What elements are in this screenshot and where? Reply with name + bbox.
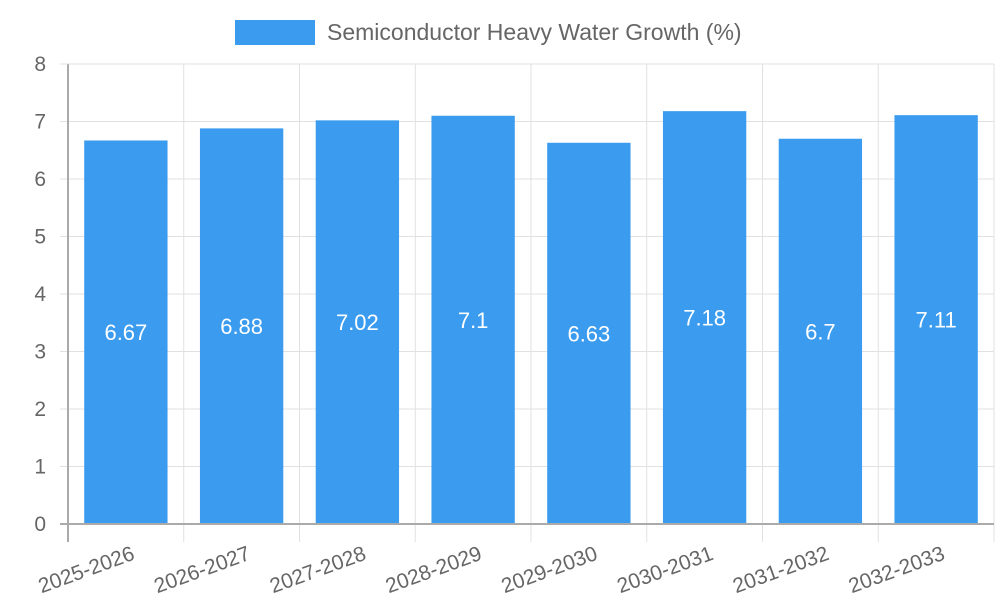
- bar: [199, 128, 284, 524]
- y-tick-label: 0: [34, 513, 46, 536]
- y-tick-label: 8: [34, 53, 46, 76]
- data-label: 7.18: [683, 306, 726, 331]
- y-tick-label: 5: [34, 226, 46, 249]
- bar: [662, 111, 747, 525]
- y-tick-label: 3: [34, 341, 46, 364]
- data-label: 6.88: [220, 314, 263, 339]
- x-tick-label: 2027-2028: [267, 542, 369, 598]
- y-tick-label: 1: [34, 456, 46, 479]
- bar: [547, 142, 631, 524]
- x-tick-label: 2026-2027: [151, 542, 253, 598]
- legend-label: Semiconductor Heavy Water Growth (%): [327, 18, 742, 45]
- bar: [431, 115, 515, 524]
- data-label: 7.11: [916, 308, 957, 333]
- y-tick-label: 6: [34, 168, 46, 191]
- bar: [894, 115, 978, 525]
- y-tick-label: 7: [34, 111, 46, 134]
- x-tick-label: 2030-2031: [614, 542, 716, 598]
- bar: [778, 138, 863, 524]
- data-label: 6.63: [567, 321, 610, 346]
- y-tick-label: 4: [34, 283, 46, 306]
- x-tick-label: 2031-2032: [730, 542, 832, 598]
- axes: [60, 63, 994, 542]
- y-tick-label: 2: [34, 398, 46, 421]
- data-label: 6.67: [104, 320, 147, 345]
- data-label: 7.1: [458, 308, 489, 333]
- x-tick-label: 2025-2026: [35, 542, 137, 598]
- x-tick-label: 2028-2029: [383, 542, 485, 598]
- data-labels: 6.67 6.88 7.02 7.1 6.63 7.18 6.7 7.11: [104, 306, 956, 347]
- legend-swatch: [235, 19, 315, 45]
- bar: [315, 120, 400, 524]
- bars: [84, 111, 978, 525]
- x-tick-label: 2029-2030: [498, 542, 600, 598]
- x-axis-ticks: 2025-2026 2026-2027 2027-2028 2028-2029 2029…: [35, 542, 947, 598]
- data-label: 6.7: [805, 319, 836, 344]
- data-label: 7.02: [336, 310, 379, 335]
- bar: [84, 140, 168, 524]
- y-axis-ticks: 0 1 2 3 4 5 6 7 8: [34, 53, 46, 536]
- chart-legend[interactable]: Semiconductor Heavy Water Growth (%): [235, 19, 742, 45]
- x-tick-label: 2032-2033: [846, 542, 948, 598]
